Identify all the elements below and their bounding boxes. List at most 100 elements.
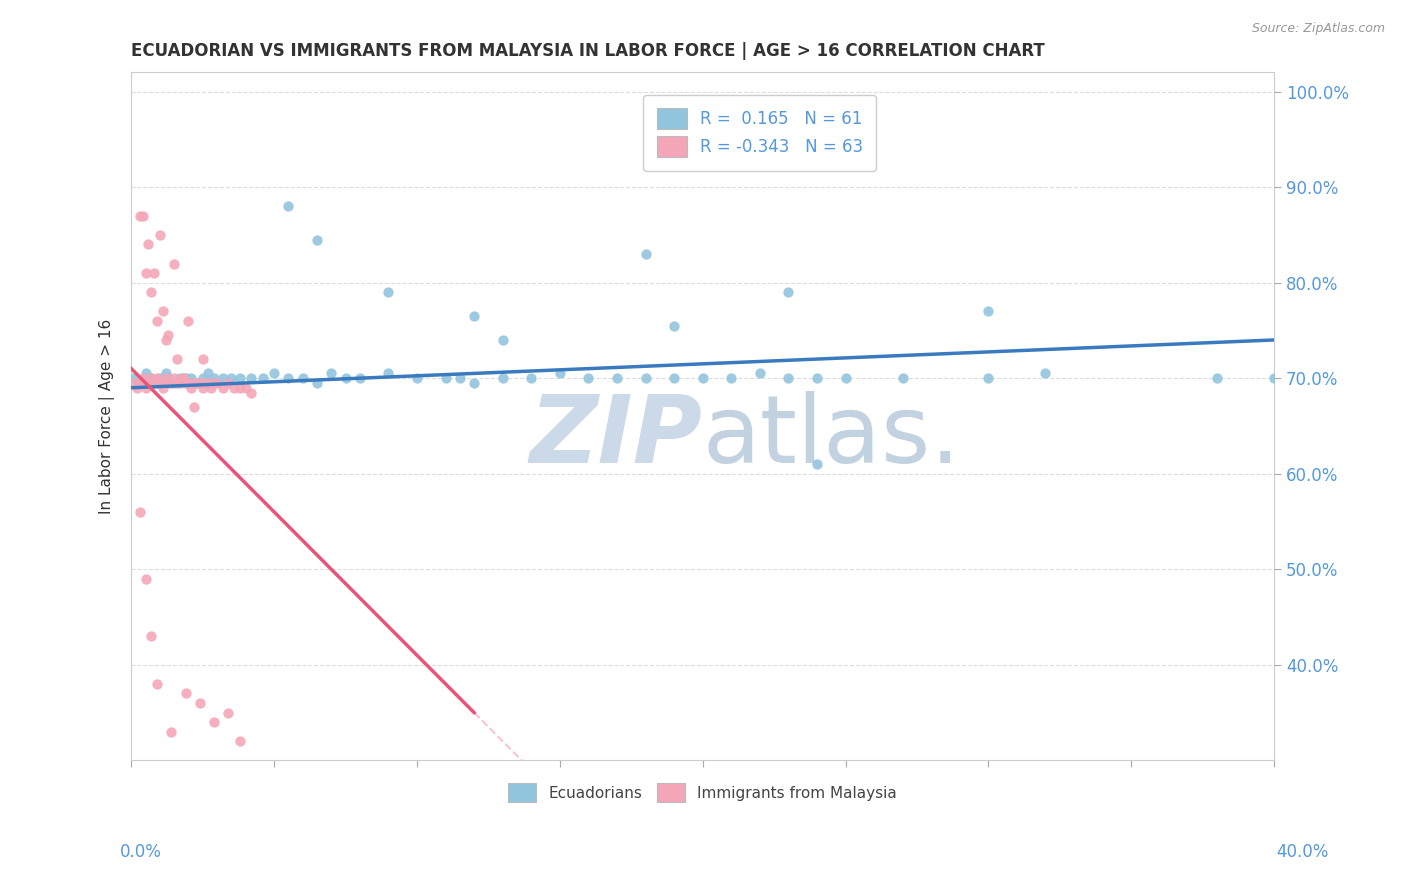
Point xyxy=(132,371,155,385)
Point xyxy=(229,734,252,748)
Text: ZIP: ZIP xyxy=(530,391,703,483)
Point xyxy=(155,333,177,347)
Point xyxy=(202,371,225,385)
Point xyxy=(548,367,571,381)
Point xyxy=(141,371,163,385)
Point xyxy=(349,371,371,385)
Point xyxy=(1263,371,1285,385)
Point xyxy=(277,199,299,213)
Point xyxy=(149,376,172,390)
Point xyxy=(169,371,191,385)
Point xyxy=(143,266,166,280)
Point xyxy=(177,376,200,390)
Point xyxy=(1205,371,1227,385)
Point xyxy=(197,367,219,381)
Point xyxy=(149,371,172,385)
Point xyxy=(180,371,202,385)
Point xyxy=(211,381,233,395)
Point xyxy=(221,371,243,385)
Point xyxy=(129,376,152,390)
Point xyxy=(202,715,225,730)
Point xyxy=(152,304,174,318)
Point xyxy=(135,266,157,280)
Point xyxy=(166,376,188,390)
Point xyxy=(129,209,152,223)
Point xyxy=(205,376,228,390)
Point xyxy=(434,371,457,385)
Point xyxy=(449,371,471,385)
Point xyxy=(129,505,152,519)
Text: 0.0%: 0.0% xyxy=(120,843,162,861)
Point xyxy=(335,371,357,385)
Point xyxy=(160,724,183,739)
Point xyxy=(720,371,742,385)
Point xyxy=(806,371,828,385)
Point xyxy=(224,381,246,395)
Point xyxy=(186,376,208,390)
Point xyxy=(155,367,177,381)
Point xyxy=(129,376,152,390)
Point xyxy=(217,706,239,720)
Point xyxy=(166,352,188,367)
Point xyxy=(157,376,180,390)
Point xyxy=(163,376,186,390)
Point xyxy=(138,237,160,252)
Point xyxy=(662,371,685,385)
Point xyxy=(122,371,145,385)
Point xyxy=(211,371,233,385)
Point xyxy=(1035,367,1057,381)
Legend: Ecuadorians, Immigrants from Malaysia: Ecuadorians, Immigrants from Malaysia xyxy=(496,771,910,814)
Point xyxy=(132,209,155,223)
Point xyxy=(252,371,274,385)
Point xyxy=(200,381,222,395)
Point xyxy=(191,381,214,395)
Point xyxy=(229,371,252,385)
Point xyxy=(146,371,169,385)
Point xyxy=(163,256,186,270)
Point xyxy=(576,371,599,385)
Point xyxy=(305,376,328,390)
Point xyxy=(157,371,180,385)
Point xyxy=(217,376,239,390)
Point xyxy=(834,371,856,385)
Point xyxy=(122,376,145,390)
Point xyxy=(183,400,205,414)
Point xyxy=(177,314,200,328)
Point xyxy=(135,381,157,395)
Point xyxy=(235,381,257,395)
Point xyxy=(188,696,211,710)
Point xyxy=(634,371,657,385)
Point xyxy=(748,367,770,381)
Point xyxy=(377,367,399,381)
Point xyxy=(135,367,157,381)
Point xyxy=(141,285,163,300)
Point xyxy=(183,376,205,390)
Point xyxy=(277,371,299,385)
Point xyxy=(197,376,219,390)
Point xyxy=(977,304,1000,318)
Point xyxy=(146,376,169,390)
Point xyxy=(146,314,169,328)
Point xyxy=(141,371,163,385)
Point xyxy=(520,371,543,385)
Point xyxy=(188,376,211,390)
Point xyxy=(191,371,214,385)
Point xyxy=(240,371,263,385)
Point xyxy=(229,381,252,395)
Text: ECUADORIAN VS IMMIGRANTS FROM MALAYSIA IN LABOR FORCE | AGE > 16 CORRELATION CHA: ECUADORIAN VS IMMIGRANTS FROM MALAYSIA I… xyxy=(131,42,1045,60)
Point xyxy=(806,457,828,471)
Point xyxy=(180,381,202,395)
Point xyxy=(160,376,183,390)
Point xyxy=(463,309,485,323)
Point xyxy=(125,381,148,395)
Point xyxy=(492,371,515,385)
Point xyxy=(152,381,174,395)
Point xyxy=(172,371,194,385)
Point xyxy=(321,367,343,381)
Point xyxy=(141,629,163,643)
Point xyxy=(240,385,263,400)
Point xyxy=(149,227,172,242)
Point xyxy=(406,371,429,385)
Point xyxy=(135,572,157,586)
Text: 40.0%: 40.0% xyxy=(1277,843,1329,861)
